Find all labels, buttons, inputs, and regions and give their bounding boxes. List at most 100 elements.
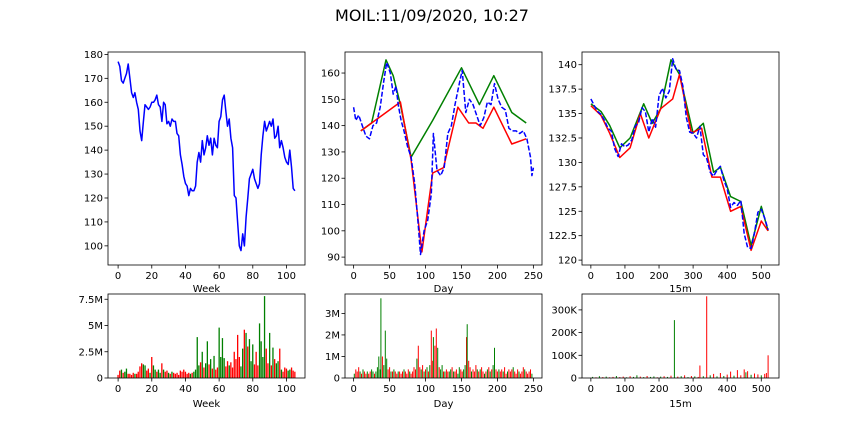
panel-daily-price: 0 50 100 150 200 250 90 100 110 120 130 140 150 160 Da… [321, 51, 543, 295]
volume-bar [235, 359, 237, 378]
volume-bar [359, 371, 361, 378]
volume-bar [463, 369, 465, 378]
volume-bar [430, 330, 432, 378]
chart-panels: 0 20 40 60 80 100 100 110 120 130 140 150 160 170 180 W… [78, 50, 780, 410]
volume-bar [760, 375, 762, 378]
series-line-price [352, 61, 535, 256]
volume-bar [280, 369, 283, 378]
y-tick-label: 127.5 [548, 182, 577, 193]
y-tick-label: 122.5 [548, 231, 577, 242]
volume-bar [453, 371, 455, 378]
volume-bar [713, 373, 715, 378]
volume-bar [267, 363, 269, 378]
volume-bar [530, 369, 531, 378]
volume-bar [166, 370, 168, 378]
volume-bar [709, 375, 711, 378]
volume-bar [152, 365, 155, 378]
x-tick-label: 300 [684, 271, 703, 282]
volume-bar [494, 347, 495, 378]
volume-bar [390, 371, 392, 378]
volume-bar [125, 368, 128, 378]
volume-bar [522, 367, 524, 378]
volume-bar [252, 344, 254, 378]
volume-bar [372, 371, 374, 378]
volume-bar [750, 374, 752, 378]
volume-bar [527, 373, 529, 378]
volume-bar [502, 371, 504, 378]
volume-bar [767, 355, 769, 378]
x-tick-label: 500 [752, 271, 771, 282]
volume-bar [211, 368, 213, 378]
volume-bar [242, 348, 244, 378]
volume-bar [423, 371, 425, 378]
volume-bar [745, 372, 747, 378]
volume-bar [622, 376, 624, 378]
volume-bar [386, 358, 388, 378]
x-axis-label: Week [193, 284, 221, 295]
volume-bar [247, 346, 249, 378]
y-tick-label: 130 [558, 158, 577, 169]
x-tick-label: 100 [277, 384, 296, 395]
x-tick-label: 80 [246, 271, 259, 282]
axes-frame [107, 293, 306, 379]
volume-bar [486, 369, 488, 378]
volume-bar [460, 369, 462, 378]
x-tick-label: 200 [488, 271, 507, 282]
volume-bar [282, 371, 284, 378]
x-tick-label: 40 [179, 384, 192, 395]
y-tick-label: 130 [84, 170, 103, 181]
volume-bar [488, 367, 490, 378]
volume-bar [422, 365, 424, 378]
volume-bar [757, 374, 759, 378]
volume-bar [419, 367, 421, 378]
x-tick-label: 300 [684, 384, 703, 395]
volume-bar [260, 341, 262, 379]
y-tick-label: 110 [321, 200, 340, 211]
volume-bar [451, 367, 453, 378]
x-tick-label: 400 [718, 271, 737, 282]
volume-bar [380, 298, 382, 378]
volume-bar [479, 369, 481, 378]
volume-bar [203, 367, 205, 378]
volume-bar [680, 376, 682, 378]
volume-bar [629, 376, 631, 378]
y-tick-label: 170 [84, 74, 103, 85]
x-tick-label: 100 [416, 384, 435, 395]
volume-bar [509, 371, 511, 378]
volume-bar [365, 373, 367, 378]
volume-bar [498, 369, 500, 378]
y-tick-label: 2M [325, 330, 340, 341]
volume-bar [740, 375, 742, 378]
volume-bar [747, 371, 749, 378]
axes-frame [581, 293, 780, 379]
volume-bar [400, 373, 402, 378]
x-tick-label: 150 [452, 271, 471, 282]
volume-bar [358, 367, 360, 378]
y-tick-label: 137.5 [548, 85, 577, 96]
x-axis-label: Day [434, 399, 454, 410]
x-axis-label: 15m [669, 399, 691, 410]
x-tick-label: 250 [524, 384, 543, 395]
series-line-high [360, 59, 527, 158]
volume-bar [438, 367, 440, 378]
x-tick-label: 200 [649, 384, 668, 395]
series-line-low [590, 73, 769, 252]
volume-bar [130, 374, 133, 378]
volume-bar [602, 377, 604, 378]
volume-bar [491, 369, 493, 378]
volume-bar [378, 356, 380, 378]
volume-bar [146, 370, 148, 378]
volume-bar [413, 367, 415, 378]
volume-bar [416, 358, 418, 378]
volume-bar [409, 371, 411, 378]
volume-bar [485, 371, 487, 378]
volume-bar [514, 371, 516, 378]
panel-intraday-price: 0 100 200 300 400 500 120 122.5 125 127.5 130 132.5… [548, 51, 780, 295]
volume-bar [524, 369, 526, 378]
y-tick-label: 160 [321, 69, 340, 80]
volume-bar [504, 367, 506, 378]
volume-bar [420, 369, 422, 378]
volume-bar [481, 367, 483, 378]
volume-bar [521, 371, 523, 378]
panel-weekly-price: 0 20 40 60 80 100 100 110 120 130 140 150 160 170 180 W… [84, 50, 306, 295]
